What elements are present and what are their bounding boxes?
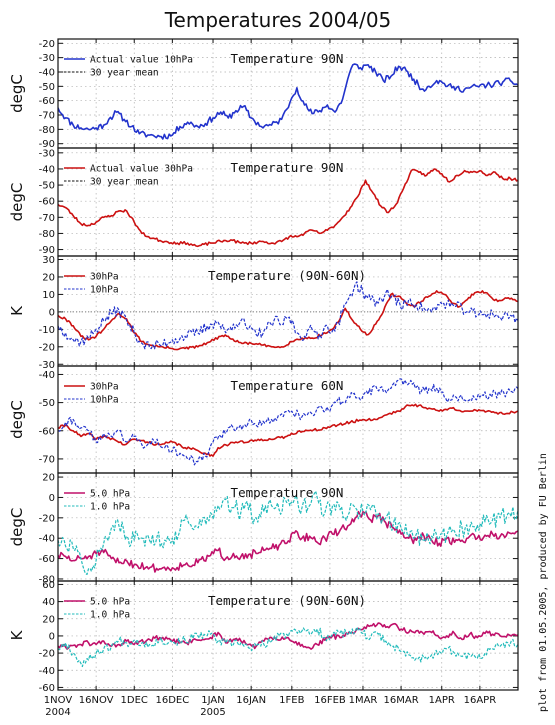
panel-title: Temperature 90N: [231, 51, 344, 66]
x-tick-year-label: 2004: [45, 707, 70, 718]
x-tick-label: 1FEB: [279, 695, 304, 706]
y-tick-label: -40: [39, 67, 55, 78]
figure-title: Temperatures 2004/05: [164, 8, 392, 32]
y-tick-label: 20: [42, 614, 55, 625]
x-tick-label: 16FEB: [314, 695, 346, 706]
y-tick-label: -40: [39, 534, 55, 545]
y-tick-label: -60: [39, 554, 55, 565]
panel-title: Temperature 60N: [231, 378, 344, 393]
y-tick-label: -40: [39, 164, 55, 175]
x-tick-label: 1MAR: [349, 695, 378, 706]
legend-label: 1.0 hPa: [90, 502, 130, 513]
y-tick-label: -40: [39, 666, 55, 677]
panel-title: Temperature 90N: [231, 485, 344, 500]
x-tick-label: 1DEC: [121, 695, 148, 706]
credit-text: plot from 01.05.2005, produced by FU Ber…: [538, 453, 549, 712]
y-tick-label: -60: [39, 426, 55, 437]
y-tick-label: -50: [39, 398, 55, 409]
panel-title: Temperature 90N: [231, 160, 344, 175]
x-tick-label: 16DEC: [155, 695, 189, 706]
y-tick-label: -30: [39, 148, 55, 159]
x-tick-label: 16MAR: [384, 695, 419, 706]
legend-label: 10hPa: [90, 395, 119, 406]
y-tick-label: -80: [39, 125, 55, 136]
legend-label: 30 year mean: [90, 177, 159, 188]
series-line-2: [58, 378, 518, 466]
y-tick-label: -20: [39, 513, 55, 524]
y-tick-label: 20: [42, 473, 55, 484]
panel-title: Temperature (90N-60N): [208, 268, 366, 283]
panel-1: -20 -30 -40 -50 -60 -70 -80 -90 Temperature 90N d…: [8, 38, 519, 150]
legend-label: Actual value 10hPa: [90, 55, 193, 66]
y-tick-label: -20: [39, 342, 55, 353]
legend-label: 5.0 hPa: [90, 489, 130, 500]
y-tick-label: -60: [39, 96, 55, 107]
y-tick-label: -30: [39, 53, 55, 64]
legend-label: 5.0 hPa: [90, 597, 130, 608]
y-axis-label: K: [8, 629, 26, 640]
series-line-1: [58, 403, 518, 457]
x-tick-label: 1JAN: [201, 695, 224, 706]
y-tick-label: -80: [39, 229, 55, 240]
panel-6: 60 40 20 0 -20 -40 -60 Temperature (90N-60N) K 5.…: [8, 580, 519, 694]
y-tick-label: 60: [42, 580, 55, 591]
panel-5: 20 0 -20 -40 -60 -80 Temperature 90N degC 5.0 hP…: [8, 472, 519, 585]
y-tick-label: 20: [42, 272, 55, 283]
y-tick-label: 10: [42, 290, 55, 301]
y-tick-label: -40: [39, 370, 55, 381]
legend-label: 10hPa: [90, 285, 119, 296]
x-tick-label: 1NOV: [44, 695, 73, 706]
legend-label: 30hPa: [90, 382, 119, 393]
y-axis-label: K: [8, 305, 26, 316]
y-axis-label: degC: [8, 74, 26, 113]
series-line-1: [58, 510, 518, 573]
y-tick-label: 0: [49, 493, 55, 504]
panel-3: 30 20 10 0 -10 -20 -30 Temperature (90N-60N) K 30…: [8, 255, 519, 371]
legend-label: Actual value 30hPa: [90, 164, 193, 175]
x-tick-label: 16APR: [464, 695, 497, 706]
y-tick-label: -90: [39, 139, 55, 150]
x-tick-year-label: 2005: [200, 707, 225, 718]
y-axis-label: degC: [8, 400, 26, 439]
legend-label: 30 year mean: [90, 68, 159, 79]
series-line-2: [58, 281, 518, 350]
y-tick-label: -10: [39, 325, 55, 336]
panel-title: Temperature (90N-60N): [208, 593, 366, 608]
panel-frame: [57, 580, 519, 691]
y-tick-label: -50: [39, 82, 55, 93]
series-line-1: [58, 290, 518, 351]
y-tick-label: -30: [39, 360, 55, 371]
x-tick-label: 16JAN: [236, 695, 266, 706]
y-tick-label: 0: [49, 631, 55, 642]
legend-label: 30hPa: [90, 272, 119, 283]
y-axis-label: degC: [8, 183, 26, 222]
y-tick-label: -80: [39, 574, 55, 585]
series-line-1: [58, 168, 518, 248]
y-tick-label: -90: [39, 245, 55, 256]
y-tick-label: 30: [42, 255, 55, 266]
y-tick-label: 40: [42, 597, 55, 608]
y-tick-label: -20: [39, 649, 55, 660]
y-tick-label: -60: [39, 197, 55, 208]
y-tick-label: -50: [39, 181, 55, 192]
x-tick-label: 16NOV: [79, 695, 114, 706]
y-tick-label: -70: [39, 213, 55, 224]
legend-label: 1.0 hPa: [90, 610, 130, 621]
y-tick-label: -20: [39, 39, 55, 50]
series-line-2: [58, 490, 518, 575]
series-line-1: [58, 63, 518, 140]
x-tick-label: 1APR: [429, 695, 455, 706]
y-tick-label: -70: [39, 454, 55, 465]
panel-4: -40 -50 -60 -70 Temperature 60N degC 30hPa 10hP…: [8, 365, 519, 474]
y-tick-label: -70: [39, 111, 55, 122]
series-line-1: [58, 622, 518, 650]
y-tick-label: -60: [39, 683, 55, 694]
y-tick-label: 0: [49, 307, 55, 318]
panel-2: -30 -40 -50 -60 -70 -80 -90 Temperature 90N degC…: [8, 147, 519, 257]
series-line-2: [58, 626, 518, 668]
y-axis-label: degC: [8, 508, 26, 547]
